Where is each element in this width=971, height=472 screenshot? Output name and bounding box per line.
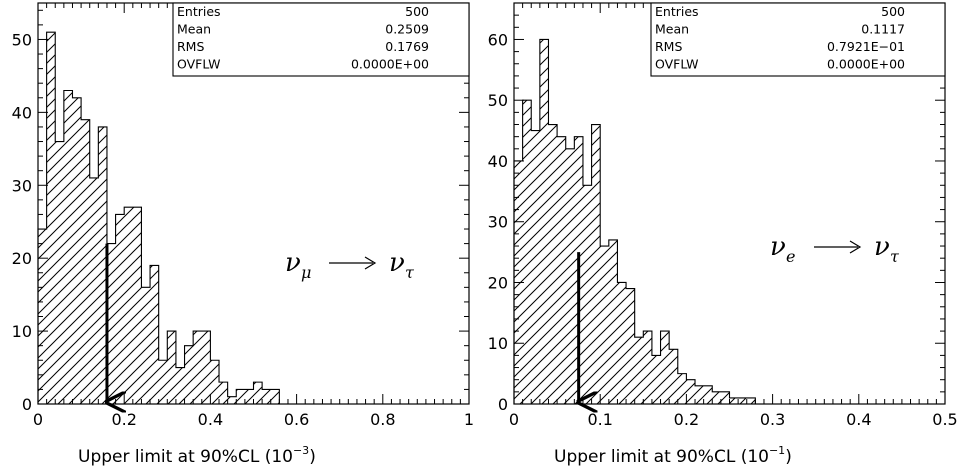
stats-box [650, 2, 946, 77]
stats-label: Entries [655, 4, 699, 19]
y-tick-label: 0 [498, 395, 508, 414]
y-tick-label: 10 [488, 334, 508, 353]
y-tick-label: 50 [488, 91, 508, 110]
x-tick-label: 0.5 [932, 410, 957, 429]
stats-label: Mean [177, 22, 211, 37]
histogram-fill [514, 39, 756, 405]
stats-label: Entries [177, 4, 221, 19]
stats-label: OVFLW [177, 57, 221, 72]
x-axis-label: Upper limit at 90%CL (10−1) [554, 444, 792, 467]
stats-value: 0.1117 [861, 22, 905, 37]
stats-box [172, 2, 470, 77]
y-tick-label: 0 [22, 395, 32, 414]
histogram-outline [513, 38, 756, 405]
y-tick-label: 10 [12, 322, 32, 341]
stats-value: 0.1769 [385, 39, 429, 54]
annotation-arrow-head [364, 256, 377, 270]
stats-value: 500 [881, 4, 905, 19]
x-tick-label: 0.2 [674, 410, 699, 429]
x-tick-label: 0 [509, 410, 519, 429]
stats-label: OVFLW [655, 57, 699, 72]
y-tick-label: 40 [488, 152, 508, 171]
x-tick-label: 0.8 [370, 410, 395, 429]
annotation-to-sub: τ [405, 263, 415, 282]
x-tick-label: 0.3 [760, 410, 785, 429]
stats-label: RMS [655, 39, 682, 54]
histogram-outline [37, 31, 280, 405]
y-tick-label: 20 [488, 273, 508, 292]
x-tick-label: 0.4 [846, 410, 871, 429]
x-tick-label: 0.4 [198, 410, 223, 429]
stats-label: Mean [655, 22, 689, 37]
x-tick-label: 1 [464, 410, 474, 429]
x-tick-label: 0.2 [111, 410, 136, 429]
stats-value: 0.0000E+00 [827, 57, 905, 72]
annotation-to-sub: τ [890, 247, 900, 266]
y-tick-label: 60 [488, 30, 508, 49]
y-tick-label: 40 [12, 103, 32, 122]
x-tick-label: 0.1 [587, 410, 612, 429]
annotation-from: ν [770, 232, 786, 262]
x-tick-label: 0 [33, 410, 43, 429]
histogram-nue-nutau: 0 0.1 0.2 0.3 0.4 0.5 0 10 20 30 40 50 60 Entries 500 M… [488, 2, 958, 467]
stats-label: RMS [177, 39, 204, 54]
annotation-from: ν [285, 248, 301, 278]
stats-value: 0.7921E−01 [827, 39, 905, 54]
stats-value: 0.0000E+00 [351, 57, 429, 72]
y-tick-label: 20 [12, 249, 32, 268]
histogram-fill [38, 32, 280, 404]
annotation-to: ν [874, 232, 890, 262]
y-tick-label: 50 [12, 30, 32, 49]
x-tick-label: 0.6 [284, 410, 309, 429]
x-axis-label: Upper limit at 90%CL (10−3) [78, 444, 316, 467]
y-tick-label: 30 [12, 176, 32, 195]
annotation-from-sub: μ [301, 263, 311, 282]
stats-value: 0.2509 [385, 22, 429, 37]
annotation-arrow-head [849, 240, 862, 254]
stats-value: 500 [405, 4, 429, 19]
annotation-to: ν [389, 248, 405, 278]
y-tick-label: 30 [488, 213, 508, 232]
annotation-from-sub: e [786, 247, 795, 266]
